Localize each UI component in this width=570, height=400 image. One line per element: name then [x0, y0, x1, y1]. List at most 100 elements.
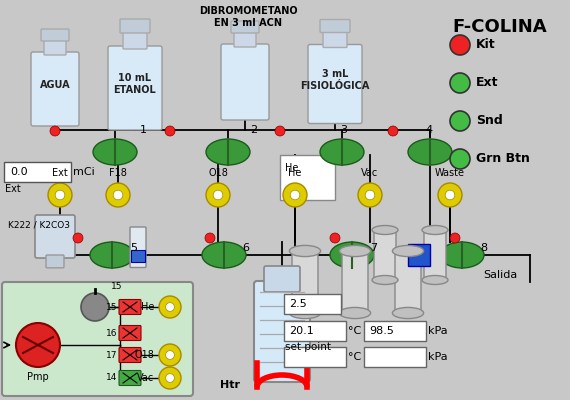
Text: F-COLINA: F-COLINA	[453, 18, 547, 36]
Bar	[131, 250, 145, 262]
Text: mCi: mCi	[73, 167, 95, 177]
Circle shape	[283, 183, 307, 207]
FancyBboxPatch shape	[284, 294, 341, 314]
Ellipse shape	[392, 308, 424, 318]
FancyBboxPatch shape	[308, 44, 362, 124]
FancyBboxPatch shape	[320, 20, 350, 32]
FancyBboxPatch shape	[119, 348, 141, 362]
Ellipse shape	[290, 246, 320, 256]
FancyBboxPatch shape	[284, 321, 346, 341]
Ellipse shape	[93, 139, 137, 165]
FancyBboxPatch shape	[364, 321, 426, 341]
Ellipse shape	[339, 308, 370, 318]
Text: 16: 16	[105, 328, 117, 338]
Text: 3 mL
FISIOLÓGICA: 3 mL FISIOLÓGICA	[300, 70, 370, 91]
Text: Kit: Kit	[476, 38, 496, 52]
Circle shape	[73, 233, 83, 243]
Circle shape	[159, 367, 181, 389]
FancyBboxPatch shape	[2, 282, 193, 396]
FancyBboxPatch shape	[374, 229, 396, 281]
Text: 17: 17	[105, 350, 117, 360]
Text: kPa: kPa	[428, 352, 447, 362]
Ellipse shape	[290, 308, 320, 318]
FancyBboxPatch shape	[231, 21, 259, 33]
FancyBboxPatch shape	[221, 44, 269, 120]
Text: Snd: Snd	[476, 114, 503, 128]
Text: 10 mL
ETANOL: 10 mL ETANOL	[113, 73, 156, 95]
Circle shape	[50, 126, 60, 136]
Circle shape	[165, 126, 175, 136]
FancyBboxPatch shape	[254, 281, 310, 382]
Ellipse shape	[372, 276, 398, 284]
Bar	[408, 244, 430, 266]
Text: He: He	[141, 302, 154, 312]
Ellipse shape	[372, 226, 398, 234]
Circle shape	[16, 323, 60, 367]
Circle shape	[450, 233, 460, 243]
FancyBboxPatch shape	[119, 300, 141, 314]
Circle shape	[166, 350, 174, 359]
Text: O18: O18	[208, 168, 228, 178]
FancyBboxPatch shape	[342, 250, 368, 314]
Ellipse shape	[440, 242, 484, 268]
Text: Ext: Ext	[476, 76, 499, 90]
Text: K222 / K2CO3: K222 / K2CO3	[8, 220, 70, 229]
Circle shape	[450, 149, 470, 169]
FancyBboxPatch shape	[4, 162, 71, 182]
Text: Vac: Vac	[361, 168, 378, 178]
Circle shape	[205, 233, 215, 243]
FancyBboxPatch shape	[130, 227, 146, 268]
FancyBboxPatch shape	[284, 347, 346, 367]
Text: F18: F18	[109, 168, 127, 178]
Circle shape	[166, 374, 174, 382]
FancyBboxPatch shape	[292, 250, 318, 314]
Circle shape	[330, 233, 340, 243]
Text: He: He	[288, 168, 302, 178]
Circle shape	[113, 190, 123, 200]
FancyBboxPatch shape	[44, 39, 66, 55]
FancyBboxPatch shape	[119, 326, 141, 340]
Text: Grn Btn: Grn Btn	[476, 152, 530, 166]
Ellipse shape	[422, 226, 448, 234]
FancyBboxPatch shape	[424, 229, 446, 281]
Circle shape	[445, 190, 455, 200]
Text: Vac: Vac	[137, 373, 154, 383]
Ellipse shape	[202, 242, 246, 268]
Text: 20.1: 20.1	[289, 326, 314, 336]
Ellipse shape	[339, 246, 370, 256]
Text: Waste: Waste	[435, 168, 465, 178]
Circle shape	[106, 183, 130, 207]
Text: 7: 7	[370, 243, 377, 253]
FancyBboxPatch shape	[323, 30, 347, 48]
Text: AGUA: AGUA	[40, 80, 70, 90]
Circle shape	[48, 183, 72, 207]
Text: Salida: Salida	[483, 270, 517, 280]
Text: O18: O18	[134, 350, 154, 360]
Ellipse shape	[408, 139, 452, 165]
Circle shape	[450, 35, 470, 55]
Ellipse shape	[330, 242, 374, 268]
Circle shape	[438, 183, 462, 207]
Text: 0.0: 0.0	[10, 167, 27, 177]
Circle shape	[206, 183, 230, 207]
Circle shape	[365, 190, 375, 200]
Text: 8: 8	[480, 243, 487, 253]
Text: 4: 4	[425, 125, 432, 135]
FancyBboxPatch shape	[234, 31, 256, 47]
Circle shape	[81, 293, 109, 321]
FancyBboxPatch shape	[108, 46, 162, 130]
Circle shape	[55, 190, 65, 200]
Text: 3: 3	[340, 125, 347, 135]
Circle shape	[290, 190, 300, 200]
FancyBboxPatch shape	[46, 255, 64, 268]
Circle shape	[275, 126, 285, 136]
FancyBboxPatch shape	[35, 215, 75, 258]
FancyBboxPatch shape	[41, 29, 69, 41]
Text: 2: 2	[250, 125, 257, 135]
Circle shape	[213, 190, 223, 200]
Text: 98.5: 98.5	[369, 326, 394, 336]
Text: set point: set point	[285, 342, 331, 352]
Bar	[280, 155, 335, 200]
Text: kPa: kPa	[428, 326, 447, 336]
Circle shape	[450, 111, 470, 131]
